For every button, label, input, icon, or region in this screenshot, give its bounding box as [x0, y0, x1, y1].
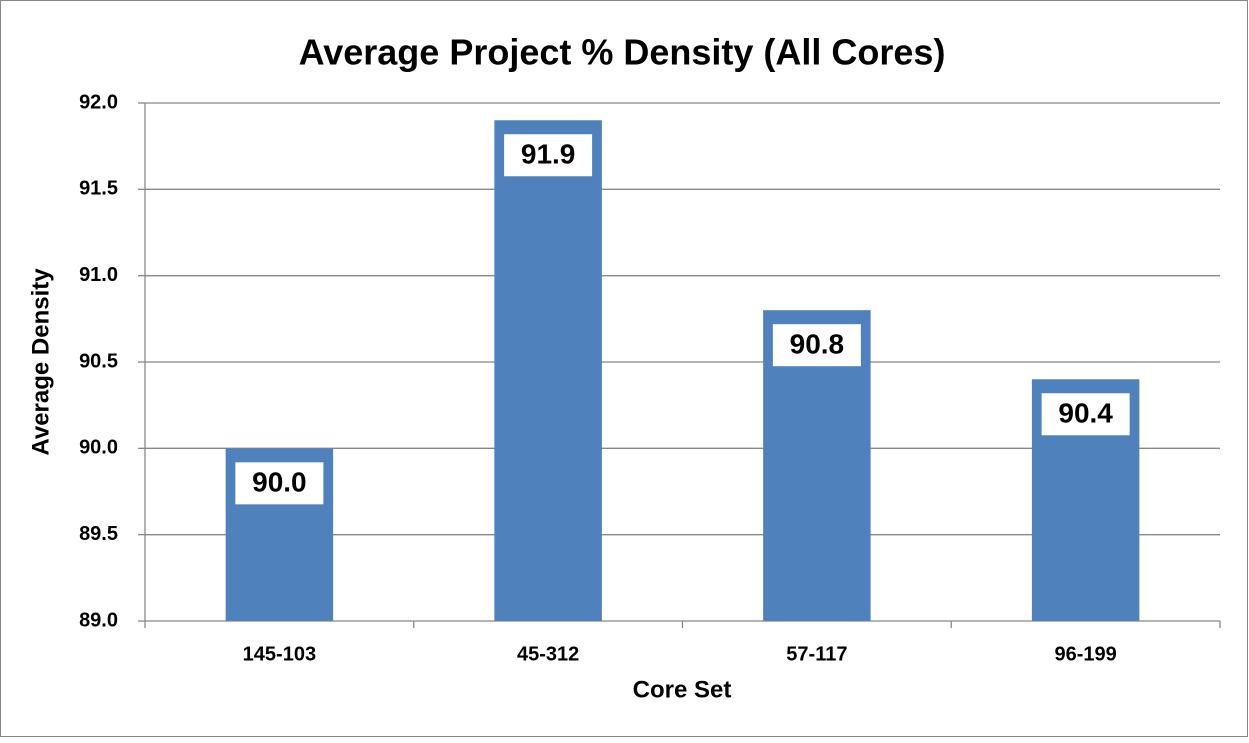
x-axis-label: Core Set: [633, 676, 732, 703]
value-label: 90.4: [1058, 398, 1113, 429]
y-tick-label: 92.0: [79, 91, 118, 113]
value-label: 90.0: [252, 467, 307, 498]
x-tick-label: 145-103: [243, 643, 316, 665]
x-tick-label: 96-199: [1054, 643, 1116, 665]
x-tick-label: 45-312: [517, 643, 579, 665]
y-tick-label: 91.0: [79, 264, 118, 286]
chart-title: Average Project % Density (All Cores): [299, 32, 946, 73]
y-tick-label: 89.5: [79, 523, 118, 545]
value-label-box: [772, 324, 861, 367]
value-label: 90.8: [790, 329, 845, 360]
value-label: 91.9: [521, 139, 576, 170]
value-label-box: [235, 462, 324, 505]
x-tick-label: 57-117: [786, 643, 847, 665]
y-tick-label: 91.5: [79, 178, 118, 200]
y-tick-label: 90.5: [79, 350, 118, 372]
bar: [494, 120, 602, 622]
value-label-box: [1041, 393, 1130, 436]
y-axis-label: Average Density: [27, 268, 54, 456]
y-tick-label: 89.0: [79, 609, 118, 631]
y-tick-label: 90.0: [79, 437, 118, 459]
value-label-box: [504, 134, 593, 177]
